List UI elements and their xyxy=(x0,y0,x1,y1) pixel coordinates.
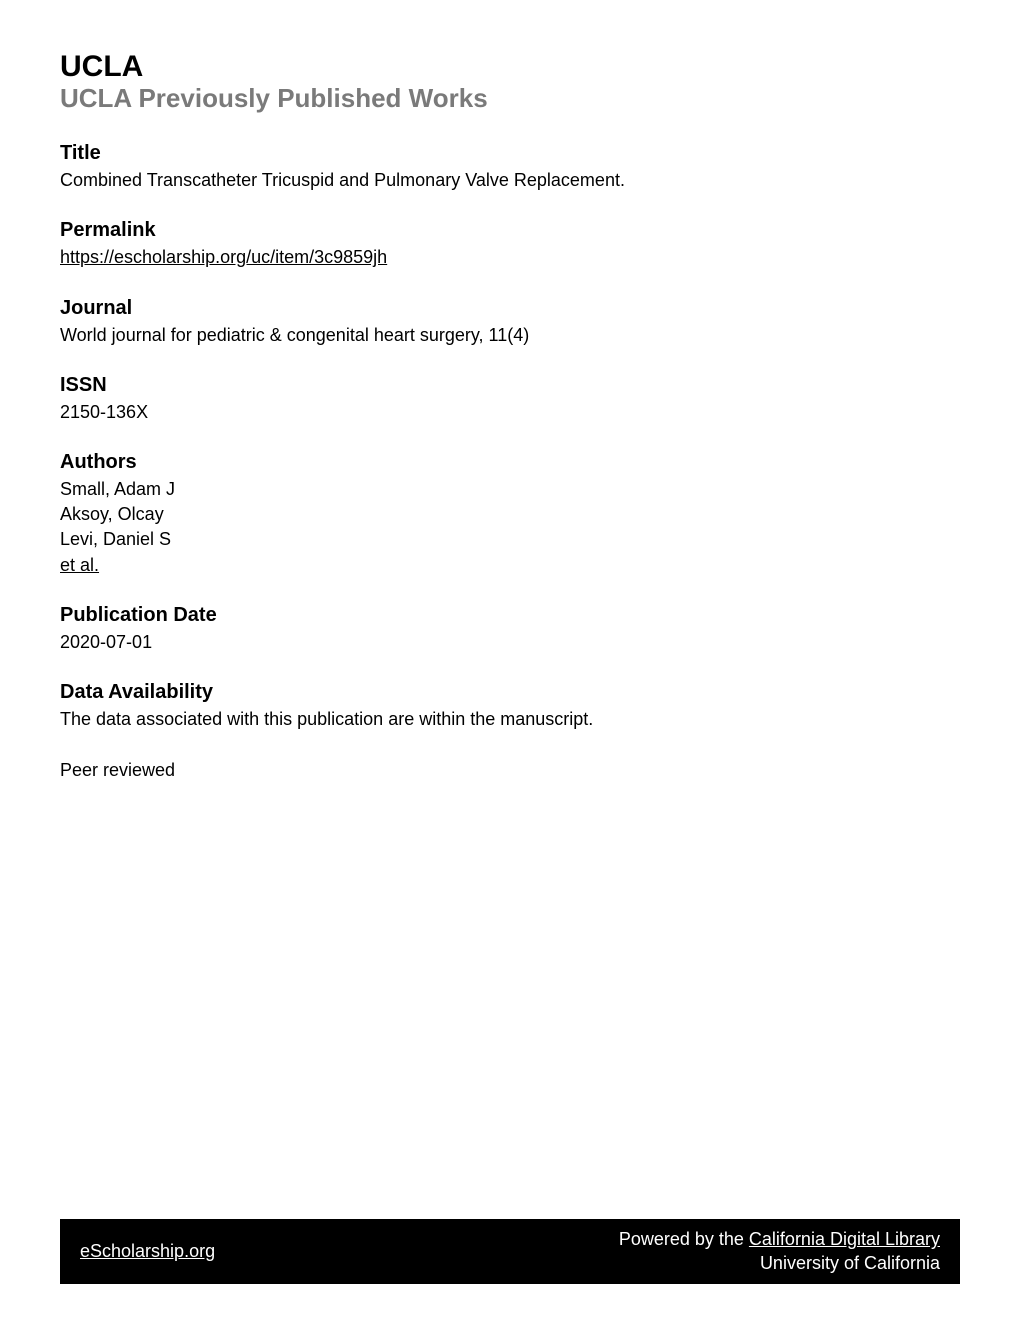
data-availability-section: Data Availability The data associated wi… xyxy=(60,681,960,732)
journal-section: Journal World journal for pediatric & co… xyxy=(60,297,960,348)
footer-cdl-link[interactable]: California Digital Library xyxy=(749,1229,940,1249)
title-text: Combined Transcatheter Tricuspid and Pul… xyxy=(60,168,960,193)
data-availability-text: The data associated with this publicatio… xyxy=(60,707,960,732)
author-item: Small, Adam J xyxy=(60,477,960,502)
permalink-link[interactable]: https://escholarship.org/uc/item/3c9859j… xyxy=(60,247,387,267)
footer-escholarship-link[interactable]: eScholarship.org xyxy=(80,1241,215,1262)
peer-reviewed-section: Peer reviewed xyxy=(60,758,960,783)
author-item: Aksoy, Olcay xyxy=(60,502,960,527)
authors-section: Authors Small, Adam J Aksoy, Olcay Levi,… xyxy=(60,451,960,578)
permalink-section: Permalink https://escholarship.org/uc/it… xyxy=(60,219,960,270)
publication-date-text: 2020-07-01 xyxy=(60,630,960,655)
et-al-link[interactable]: et al. xyxy=(60,555,99,575)
footer-university: University of California xyxy=(619,1252,940,1275)
footer-powered-by-prefix: Powered by the xyxy=(619,1229,749,1249)
header: UCLA UCLA Previously Published Works xyxy=(60,50,960,114)
footer: eScholarship.org Powered by the Californ… xyxy=(60,1219,960,1284)
issn-heading: ISSN xyxy=(60,374,960,397)
permalink-heading: Permalink xyxy=(60,219,960,242)
institution-subtitle: UCLA Previously Published Works xyxy=(60,83,960,114)
author-item: Levi, Daniel S xyxy=(60,527,960,552)
title-section: Title Combined Transcatheter Tricuspid a… xyxy=(60,142,960,193)
authors-heading: Authors xyxy=(60,451,960,474)
footer-right: Powered by the California Digital Librar… xyxy=(619,1228,940,1275)
peer-reviewed-text: Peer reviewed xyxy=(60,758,960,783)
publication-date-heading: Publication Date xyxy=(60,604,960,627)
publication-date-section: Publication Date 2020-07-01 xyxy=(60,604,960,655)
journal-heading: Journal xyxy=(60,297,960,320)
title-heading: Title xyxy=(60,142,960,165)
journal-text: World journal for pediatric & congenital… xyxy=(60,323,960,348)
institution-name: UCLA xyxy=(60,50,960,83)
issn-section: ISSN 2150-136X xyxy=(60,374,960,425)
issn-text: 2150-136X xyxy=(60,400,960,425)
data-availability-heading: Data Availability xyxy=(60,681,960,704)
